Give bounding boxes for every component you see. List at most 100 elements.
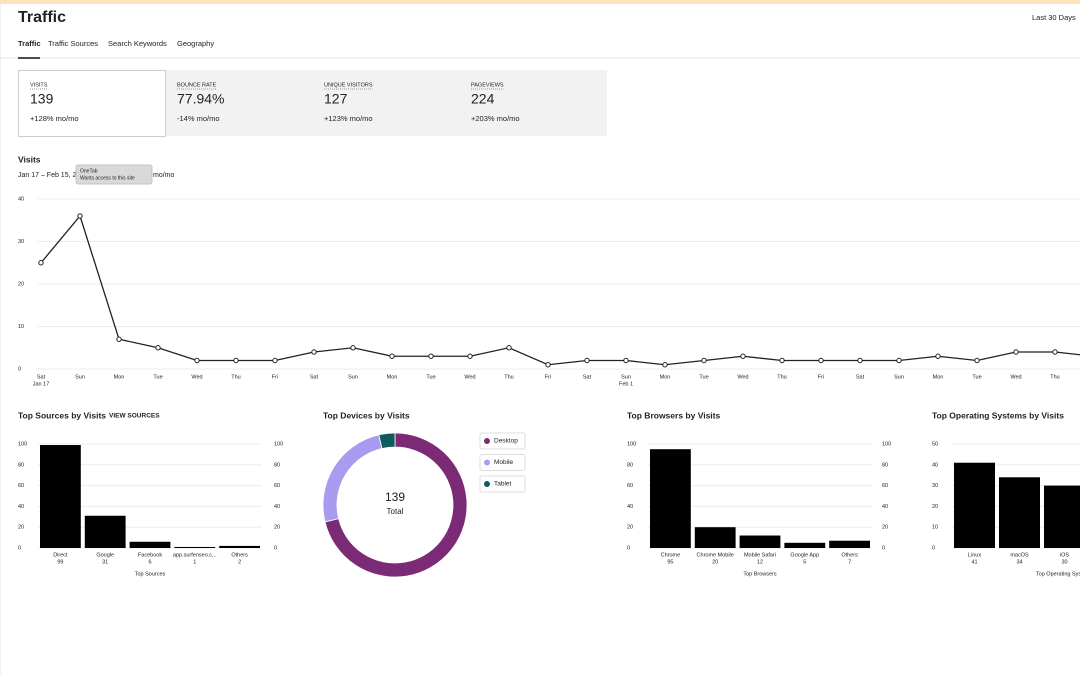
tab[interactable]: Traffic Sources xyxy=(48,39,98,48)
chart-title: Visits xyxy=(18,154,41,164)
tooltip-text: Wants access to this site xyxy=(80,175,135,181)
value-label: 2 xyxy=(238,559,241,565)
x-tick-label: app.surfenseo.c... xyxy=(173,552,217,558)
bar xyxy=(219,545,260,548)
x-tick-label: Chrome xyxy=(661,552,681,558)
bar xyxy=(829,540,870,548)
x-tick-label: Facebook xyxy=(138,552,162,558)
chart-subtitle-change: mo/mo xyxy=(153,172,175,179)
y-tick-label: 0 xyxy=(18,366,21,372)
x-tick-label: Fri xyxy=(818,374,824,380)
y-tick-label: 100 xyxy=(627,441,636,447)
y-tick-label: 20 xyxy=(932,504,938,510)
x-tick-label: Mon xyxy=(387,374,398,380)
x-tick-label: Thu xyxy=(1050,374,1059,380)
tab[interactable]: Traffic xyxy=(18,39,41,48)
y-tick-label: 30 xyxy=(932,483,938,489)
x-tick-label: Thu xyxy=(504,374,513,380)
bar xyxy=(40,445,81,548)
y-tick-label: 0 xyxy=(627,545,630,551)
donut-total-label: Total xyxy=(387,507,404,516)
x-tick-label: Sat xyxy=(583,374,592,380)
y-tick-label: 80 xyxy=(18,462,24,468)
metric-label: UNIQUE VISITORS xyxy=(324,82,373,88)
legend-label: Mobile xyxy=(494,459,514,466)
x-tick-label: Sun xyxy=(894,374,904,380)
y-tick-label: 40 xyxy=(627,504,633,510)
y-tick-label: 60 xyxy=(627,483,633,489)
tab[interactable]: Geography xyxy=(177,39,214,48)
x-axis-label: Top Sources xyxy=(135,571,166,577)
metric-change: +128% mo/mo xyxy=(30,114,79,123)
value-label: 7 xyxy=(848,559,851,565)
visits-point xyxy=(428,353,434,359)
value-label: 99 xyxy=(57,559,63,565)
visits-point xyxy=(506,345,512,351)
value-label: 34 xyxy=(1016,559,1022,565)
visits-point xyxy=(740,353,746,359)
visits-point xyxy=(311,349,317,355)
y2-tick-label: 100 xyxy=(274,441,283,447)
visits-point xyxy=(467,353,473,359)
metric-value: 77.94% xyxy=(177,91,224,107)
x-tick-label: Sat xyxy=(310,374,319,380)
metric-value: 127 xyxy=(324,91,348,107)
metric-label: BOUNCE RATE xyxy=(177,82,217,88)
donut-total: 139 xyxy=(385,490,405,504)
bar xyxy=(954,462,995,548)
top-strip xyxy=(0,0,1080,4)
y-tick-label: 40 xyxy=(932,462,938,468)
x-tick-label: Thu xyxy=(777,374,786,380)
x-tick-label: Wed xyxy=(191,374,202,380)
x-tick-label: Sun xyxy=(621,374,631,380)
y-tick-label: 50 xyxy=(932,441,938,447)
chart-title: Top Sources by Visits xyxy=(18,410,106,420)
legend-item[interactable] xyxy=(479,454,526,471)
visits-point xyxy=(389,353,395,359)
bar xyxy=(694,527,736,548)
metric-label: PAGEVIEWS xyxy=(471,82,504,88)
active-metric-card[interactable] xyxy=(18,70,166,137)
chart-subtitle: Jan 17 – Feb 15, 2 xyxy=(18,172,76,179)
visits-point xyxy=(857,357,863,364)
metric-change: +123% mo/mo xyxy=(324,114,373,123)
y2-tick-label: 80 xyxy=(274,462,280,468)
y-tick-label: 0 xyxy=(18,545,21,551)
x-tick-label: Fri xyxy=(272,374,278,380)
x-date-label: Feb 1 xyxy=(619,381,633,387)
page-title: Traffic xyxy=(18,9,66,26)
x-tick-label: Sat xyxy=(856,374,865,380)
date-range[interactable]: Last 30 Days xyxy=(1032,13,1076,22)
x-tick-label: macOS xyxy=(1010,552,1029,558)
tooltip-title: OneTab xyxy=(80,168,98,174)
y2-tick-label: 40 xyxy=(274,504,280,510)
x-tick-label: Sun xyxy=(348,374,358,380)
bar xyxy=(739,535,781,548)
x-tick-label: Thu xyxy=(231,374,240,380)
visits-point xyxy=(662,362,668,368)
bar xyxy=(129,541,171,548)
visits-point xyxy=(818,357,824,364)
y-tick-label: 0 xyxy=(932,545,935,551)
x-tick-label: Tue xyxy=(972,374,981,380)
x-tick-label: Google xyxy=(96,552,114,558)
y-tick-label: 10 xyxy=(18,324,24,330)
visits-point xyxy=(779,357,785,364)
metric-change: +203% mo/mo xyxy=(471,114,520,123)
y2-tick-label: 100 xyxy=(882,441,891,447)
x-tick-label: iOS xyxy=(1060,552,1070,558)
value-label: 1 xyxy=(193,559,196,565)
x-axis-label: Top Browsers xyxy=(743,571,777,577)
metric-value: 139 xyxy=(30,91,54,107)
x-tick-label: Tue xyxy=(699,374,708,380)
x-tick-label: Direct xyxy=(53,552,68,558)
x-tick-label: Mobile Safari xyxy=(744,552,776,558)
legend-item[interactable] xyxy=(479,475,526,493)
tab[interactable]: Search Keywords xyxy=(108,39,167,48)
value-label: 95 xyxy=(667,559,673,565)
x-axis-label: Top Operating Systems xyxy=(1036,571,1080,577)
view-sources-link[interactable]: VIEW SOURCES xyxy=(109,413,160,420)
x-tick-label: Chrome Mobile xyxy=(697,552,734,558)
legend-item[interactable] xyxy=(479,432,526,450)
